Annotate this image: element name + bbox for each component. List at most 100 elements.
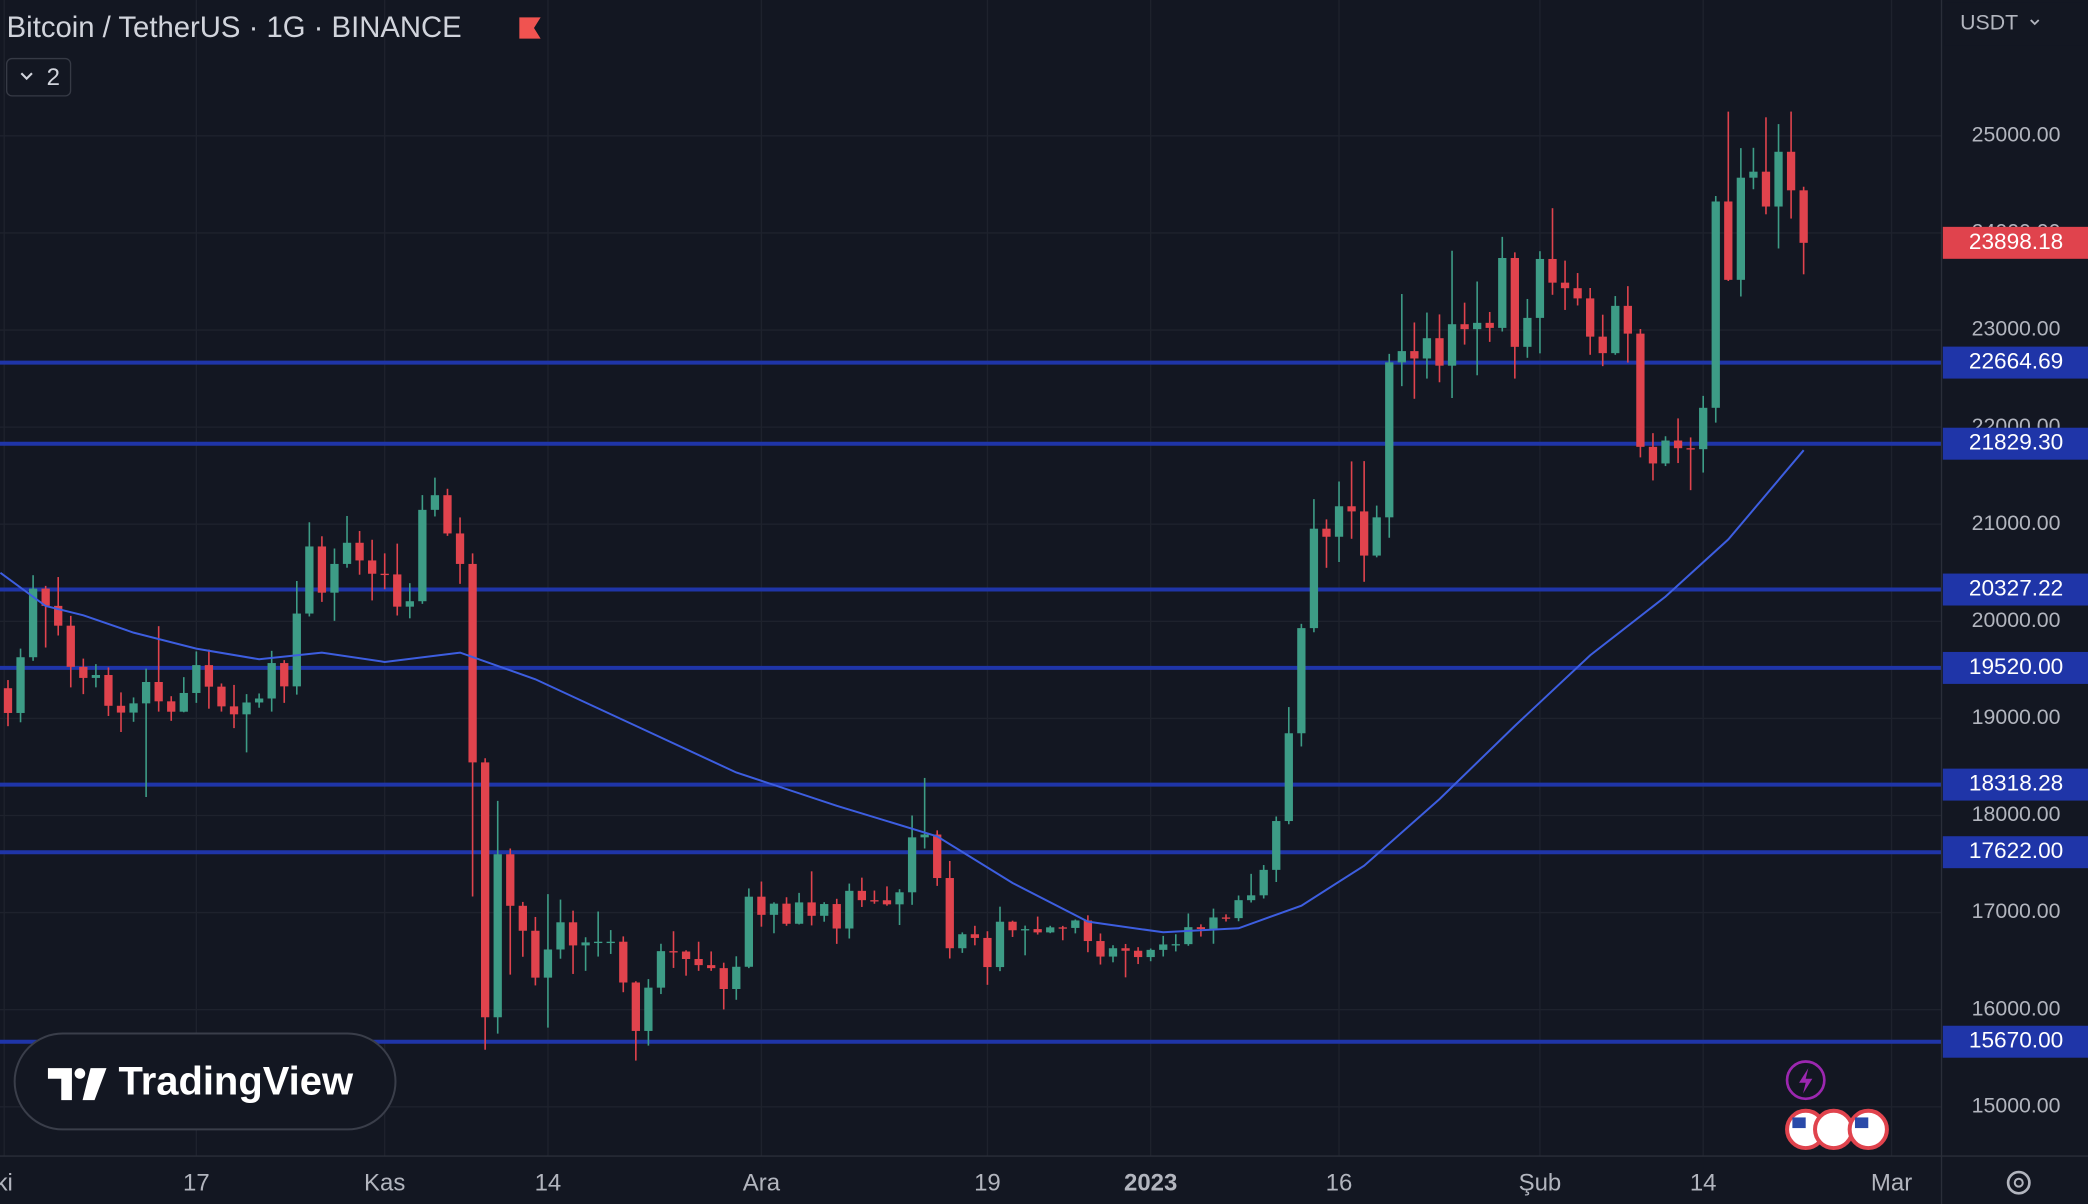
- x-tick-label: Şub: [1519, 1169, 1562, 1196]
- candle-body: [1372, 517, 1381, 556]
- candle-body: [91, 675, 101, 678]
- candle-body: [1046, 927, 1055, 933]
- candle-body: [254, 698, 264, 703]
- candle-body: [342, 542, 352, 564]
- level-label-bg: [1942, 573, 2088, 606]
- currency-button[interactable]: USDT: [1960, 11, 2018, 35]
- flag-events[interactable]: [1785, 1108, 1889, 1151]
- candle-body: [1673, 440, 1683, 449]
- candle-body: [1573, 288, 1582, 299]
- moving-average: [0, 449, 1805, 934]
- x-tick-label: 14: [535, 1169, 562, 1196]
- candle-body: [631, 982, 640, 1031]
- candle-body: [782, 903, 791, 924]
- logo-icon: [47, 1068, 107, 1101]
- level-label-bg: [1942, 427, 2088, 460]
- candle-body: [1108, 948, 1118, 957]
- candle-body: [970, 934, 980, 938]
- candle-body: [1347, 506, 1356, 512]
- candle-body: [1786, 151, 1796, 191]
- level-label: 19520.00: [1969, 654, 2063, 679]
- candle-body: [669, 951, 678, 953]
- level-label: 18318.28: [1969, 771, 2063, 796]
- level-label: 22664.69: [1969, 349, 2063, 374]
- candle-body: [1686, 448, 1695, 450]
- event-icon[interactable]: [1785, 1060, 1826, 1101]
- candle-body: [945, 878, 954, 949]
- candle-body: [79, 666, 88, 678]
- collapse-button[interactable]: [5, 57, 72, 97]
- candle-body: [1033, 929, 1042, 933]
- candle-body: [568, 922, 578, 946]
- candle-body: [430, 495, 440, 510]
- chevron-icon: [20, 72, 33, 81]
- candle-body: [1121, 948, 1130, 951]
- candle-body: [1699, 407, 1708, 450]
- candle-body: [1284, 733, 1293, 822]
- candle-body: [1724, 201, 1733, 280]
- candle-body: [1447, 324, 1457, 366]
- candle-body: [380, 573, 389, 576]
- gear-hub: [2013, 1177, 2024, 1188]
- candle-body: [933, 834, 942, 879]
- candle-body: [1083, 920, 1093, 942]
- candle-body: [1636, 333, 1645, 447]
- candle-body: [167, 701, 176, 712]
- settings-icon[interactable]: [2006, 1170, 2031, 1195]
- candle-body: [1133, 950, 1143, 958]
- candle-body: [217, 686, 226, 707]
- candle-body: [594, 941, 603, 944]
- candle-body: [1058, 927, 1067, 929]
- candle-body: [1711, 201, 1720, 408]
- candle-body: [1410, 351, 1419, 359]
- candle-body: [707, 965, 716, 969]
- candle-body: [154, 681, 163, 702]
- candle-body: [870, 900, 879, 902]
- candle-body: [732, 966, 741, 990]
- candle-body: [1648, 446, 1658, 464]
- candle-body: [16, 657, 25, 713]
- logo-box[interactable]: [13, 1032, 397, 1131]
- last-price-bg: [1942, 226, 2088, 259]
- candle-body: [581, 942, 590, 946]
- candle-body: [141, 681, 151, 704]
- candle-body: [355, 542, 364, 561]
- candle-body: [1196, 927, 1206, 930]
- candle-body: [455, 533, 465, 564]
- candle-body: [330, 563, 339, 593]
- candle-body: [1234, 900, 1243, 919]
- candle-body: [694, 959, 703, 966]
- candle-body: [807, 902, 816, 916]
- flag-canton: [1854, 1117, 1869, 1129]
- candle-body: [1498, 257, 1507, 328]
- candle-body: [958, 934, 967, 949]
- candle-body: [1535, 258, 1545, 318]
- candle-body: [192, 665, 201, 693]
- candle-body: [28, 588, 38, 658]
- chevron-icon: [2030, 19, 2040, 26]
- candle-body: [493, 854, 502, 1018]
- candle-body: [1749, 171, 1758, 178]
- candle-body: [1309, 528, 1319, 629]
- x-tick-label: ki: [0, 1169, 13, 1196]
- candle-body: [1548, 258, 1557, 283]
- candle-body: [1322, 528, 1331, 537]
- candle-body: [305, 546, 314, 614]
- candle-body: [619, 941, 628, 983]
- x-tick-label: 2023: [1124, 1169, 1177, 1196]
- candle-body: [1523, 317, 1532, 347]
- candle-body: [995, 921, 1005, 968]
- candle-body: [3, 688, 13, 713]
- candle-body: [1171, 944, 1180, 946]
- candle-body: [1397, 351, 1406, 363]
- y-tick-label: 18000.00: [1972, 802, 2061, 826]
- candle-body: [1259, 869, 1268, 896]
- candle-body: [857, 890, 867, 901]
- level-label: 20327.22: [1969, 576, 2063, 601]
- candle-body: [1146, 949, 1155, 958]
- event-icon[interactable]: [1813, 1108, 1855, 1151]
- level-label: 15670.00: [1969, 1028, 2063, 1053]
- candle-body: [1096, 941, 1105, 957]
- event-icon[interactable]: [1847, 1108, 1889, 1151]
